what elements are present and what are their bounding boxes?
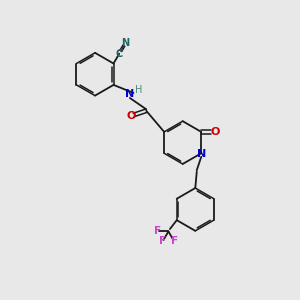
Text: H: H bbox=[135, 85, 142, 95]
Text: F: F bbox=[159, 236, 166, 246]
Text: N: N bbox=[125, 89, 134, 99]
Text: F: F bbox=[154, 226, 161, 236]
Text: O: O bbox=[126, 111, 136, 121]
Text: C: C bbox=[116, 49, 123, 59]
Text: F: F bbox=[170, 236, 178, 246]
Text: O: O bbox=[211, 127, 220, 137]
Text: N: N bbox=[197, 149, 207, 159]
Text: N: N bbox=[122, 38, 130, 48]
